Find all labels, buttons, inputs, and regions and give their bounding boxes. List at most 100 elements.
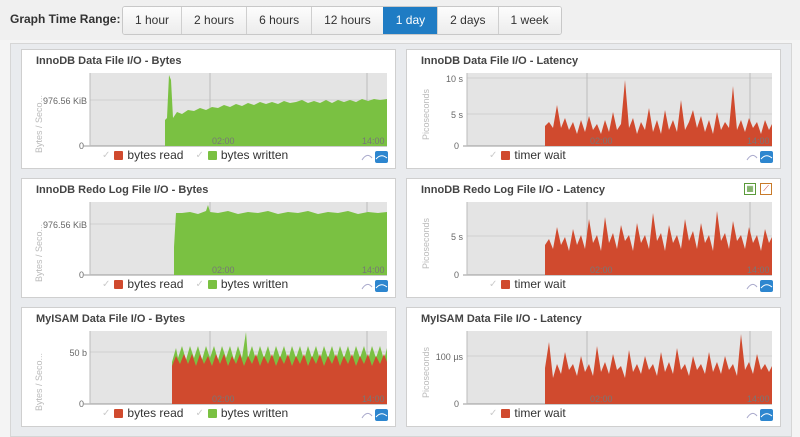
legend-item-read[interactable]: ✓ bytes read	[102, 406, 183, 420]
swatch-icon	[114, 150, 124, 160]
panel-icons: ▦ ⟋	[744, 183, 772, 195]
legend: ✓ timer wait	[489, 406, 574, 420]
legend-label: bytes written	[220, 277, 289, 291]
chart-innodb-data-latency: 10 s 5 s 0 02:00 14:00	[446, 73, 772, 151]
legend: ✓ bytes read ✓ bytes written	[102, 148, 296, 162]
x-tick: 02:00	[212, 136, 235, 146]
x-tick: 14:00	[747, 394, 770, 404]
legend: ✓ timer wait	[489, 277, 574, 291]
graph-grid: InnoDB Data File I/O - Bytes Bytes / Sec…	[10, 43, 792, 437]
legend-label: timer wait	[514, 406, 566, 420]
legend-item-written[interactable]: ✓ bytes written	[195, 277, 288, 291]
check-icon: ✓	[102, 278, 111, 290]
x-tick: 02:00	[590, 265, 613, 275]
check-icon: ✓	[195, 407, 204, 419]
panel-innodb-data-latency: InnoDB Data File I/O - Latency Picosecon…	[406, 49, 781, 169]
legend-item-read[interactable]: ✓ bytes read	[102, 148, 183, 162]
range-1-hour-button[interactable]: 1 hour	[123, 7, 182, 34]
legend-label: bytes read	[127, 406, 184, 420]
chart-type-toggle-icon[interactable]	[746, 279, 774, 293]
chart-type-toggle-icon[interactable]	[361, 408, 389, 422]
time-range-label: Graph Time Range:	[10, 12, 121, 26]
chart-innodb-data-bytes: 976.56 KiB 0 02:00 14:00	[43, 73, 387, 151]
check-icon: ✓	[102, 149, 111, 161]
y-tick: 976.56 KiB	[43, 96, 87, 106]
range-6-hours-button[interactable]: 6 hours	[246, 7, 312, 34]
legend: ✓ bytes read ✓ bytes written	[102, 406, 296, 420]
check-icon: ✓	[102, 407, 111, 419]
legend-label: bytes read	[127, 277, 184, 291]
legend-item-read[interactable]: ✓ bytes read	[102, 277, 183, 291]
legend-item-written[interactable]: ✓ bytes written	[195, 406, 288, 420]
x-tick: 02:00	[590, 136, 613, 146]
chart-type-toggle-icon[interactable]	[361, 279, 389, 293]
legend-label: timer wait	[514, 148, 566, 162]
swatch-icon	[207, 150, 217, 160]
y-zero: 0	[79, 141, 84, 151]
range-2-days-button[interactable]: 2 days	[437, 7, 498, 34]
legend-label: bytes written	[220, 406, 289, 420]
time-range-button-group: 1 hour 2 hours 6 hours 12 hours 1 day 2 …	[122, 6, 562, 35]
chart-type-toggle-icon[interactable]	[361, 150, 389, 164]
range-2-hours-button[interactable]: 2 hours	[181, 7, 247, 34]
x-tick: 14:00	[362, 136, 385, 146]
x-tick: 02:00	[212, 265, 235, 275]
range-1-day-button[interactable]: 1 day	[382, 7, 438, 34]
panel-title: InnoDB Redo Log File I/O - Latency	[421, 184, 605, 196]
check-icon: ✓	[489, 149, 498, 161]
swatch-icon	[114, 408, 124, 418]
legend-item-timer-wait[interactable]: ✓ timer wait	[489, 148, 566, 162]
check-icon: ✓	[195, 149, 204, 161]
y-tick: 10 s	[446, 74, 464, 84]
chart-myisam-data-bytes: 50 b 0 02:00 14:00	[69, 331, 387, 409]
panel-innodb-redo-latency: InnoDB Redo Log File I/O - Latency ▦ ⟋ P…	[406, 178, 781, 298]
y-tick: 976.56 KiB	[43, 220, 87, 230]
x-tick: 02:00	[212, 394, 235, 404]
panel-myisam-data-latency: MyISAM Data File I/O - Latency Picosecon…	[406, 307, 781, 427]
legend-item-written[interactable]: ✓ bytes written	[195, 148, 288, 162]
panel-innodb-redo-bytes: InnoDB Redo Log File I/O - Bytes Bytes /…	[21, 178, 396, 298]
legend: ✓ bytes read ✓ bytes written	[102, 277, 296, 291]
chart-type-toggle-icon[interactable]	[746, 408, 774, 422]
y-tick: 5 s	[451, 232, 464, 242]
chart-type-toggle-icon[interactable]	[746, 150, 774, 164]
swatch-icon	[501, 279, 511, 289]
panel-title: MyISAM Data File I/O - Latency	[421, 313, 582, 325]
panel-innodb-data-bytes: InnoDB Data File I/O - Bytes Bytes / Sec…	[21, 49, 396, 169]
chart-innodb-redo-bytes: 976.56 KiB 0 02:00 14:00	[43, 202, 387, 280]
range-12-hours-button[interactable]: 12 hours	[311, 7, 383, 34]
panel-title: InnoDB Data File I/O - Bytes	[36, 55, 182, 67]
check-icon: ✓	[195, 278, 204, 290]
y-zero: 0	[454, 141, 459, 151]
chart-myisam-data-latency: 100 µs 0 02:00 14:00	[436, 331, 772, 409]
swatch-icon	[501, 150, 511, 160]
x-tick: 14:00	[362, 394, 385, 404]
panel-title: InnoDB Data File I/O - Latency	[421, 55, 579, 67]
x-tick: 02:00	[590, 394, 613, 404]
y-tick: 100 µs	[436, 352, 464, 362]
legend: ✓ timer wait	[489, 148, 574, 162]
x-tick: 14:00	[747, 136, 770, 146]
check-icon: ✓	[489, 278, 498, 290]
swatch-icon	[501, 408, 511, 418]
chart-innodb-redo-latency: 5 s 0 02:00 14:00	[451, 202, 772, 280]
table-icon[interactable]: ▦	[744, 183, 756, 195]
time-range-toolbar: Graph Time Range: 1 hour 2 hours 6 hours…	[0, 0, 800, 40]
y-zero: 0	[454, 399, 459, 409]
chart-icon[interactable]: ⟋	[760, 183, 772, 195]
legend-item-timer-wait[interactable]: ✓ timer wait	[489, 406, 566, 420]
x-tick: 14:00	[362, 265, 385, 275]
swatch-icon	[207, 279, 217, 289]
range-1-week-button[interactable]: 1 week	[497, 7, 561, 34]
y-tick: 5 s	[451, 110, 464, 120]
y-tick: 50 b	[69, 348, 87, 358]
check-icon: ✓	[489, 407, 498, 419]
panel-myisam-data-bytes: MyISAM Data File I/O - Bytes Bytes / Sec…	[21, 307, 396, 427]
x-tick: 14:00	[747, 265, 770, 275]
legend-label: timer wait	[514, 277, 566, 291]
y-zero: 0	[79, 270, 84, 280]
swatch-icon	[207, 408, 217, 418]
legend-item-timer-wait[interactable]: ✓ timer wait	[489, 277, 566, 291]
panel-title: InnoDB Redo Log File I/O - Bytes	[36, 184, 209, 196]
y-zero: 0	[79, 399, 84, 409]
